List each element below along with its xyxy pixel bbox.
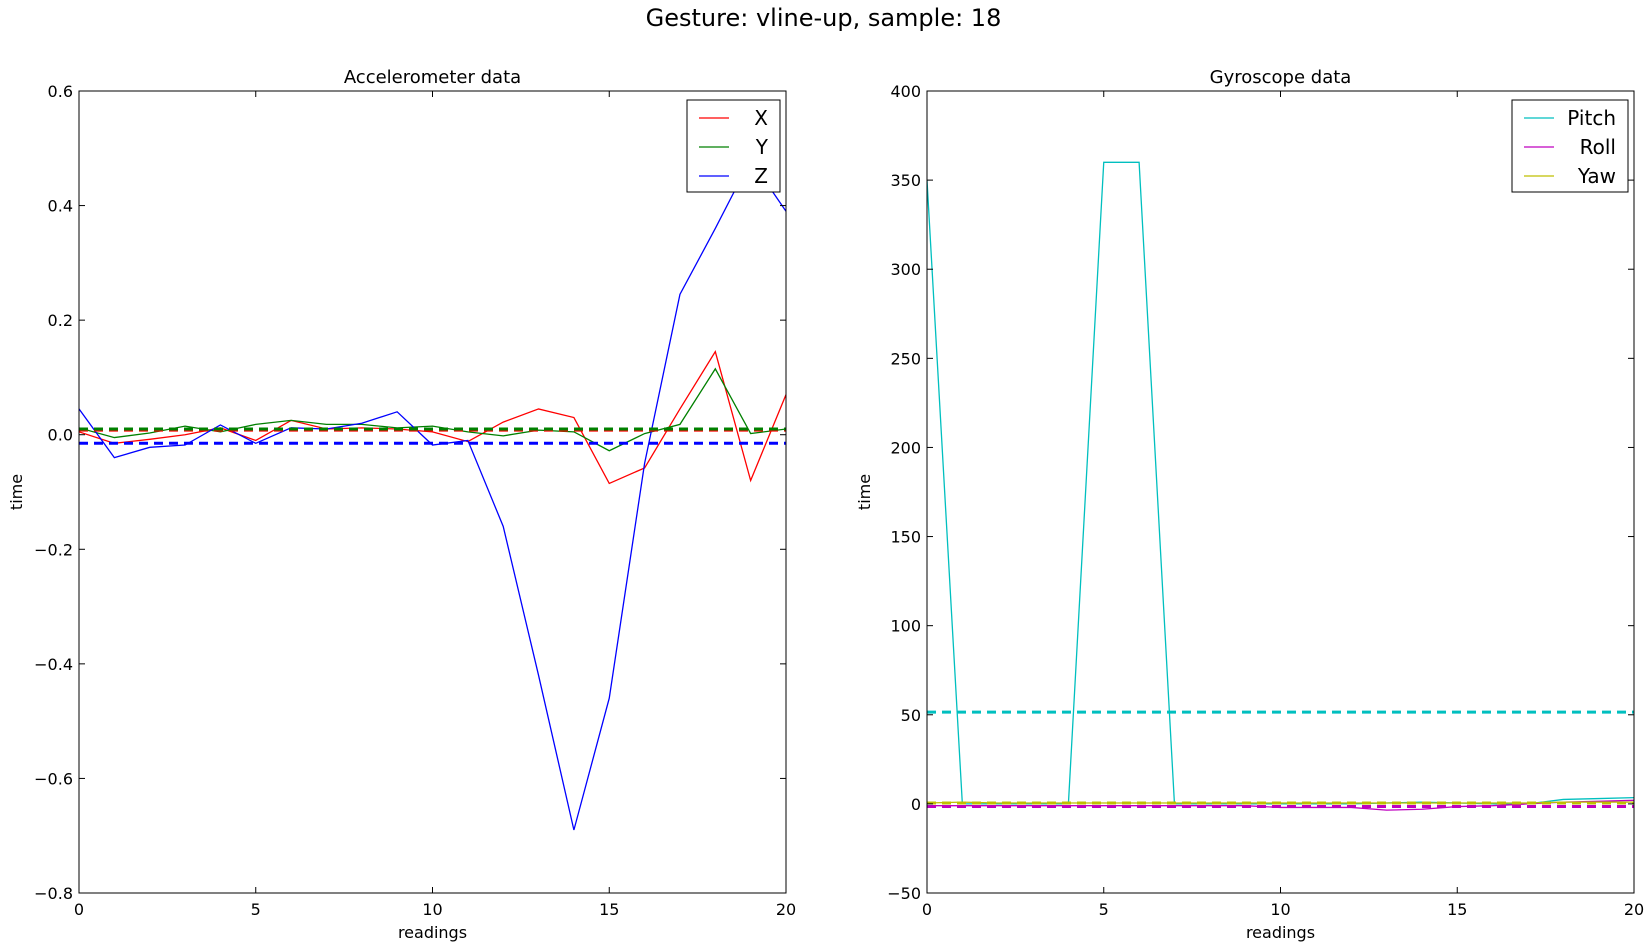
accel-series-z-line <box>79 158 786 831</box>
accel-axes-frame <box>78 90 787 894</box>
gyro-y-tick-label: −50 <box>887 884 921 903</box>
accel-legend-label-y: Y <box>755 135 769 159</box>
accel-y-tick-label: −0.8 <box>34 884 73 903</box>
gyro-axes-frame <box>926 90 1635 894</box>
gyro-x-tick-label: 10 <box>1270 900 1290 919</box>
accel-x-tick-label: 20 <box>776 900 796 919</box>
gyro-legend-label-pitch: Pitch <box>1567 106 1616 130</box>
accel-x-tick-label: 5 <box>251 900 261 919</box>
gyro-chart: 0 5 10 15 20−50050100150200250300350400Gyros… <box>855 67 1644 942</box>
accel-series-x-line <box>79 350 786 485</box>
gyro-x-axis-label: readings <box>1246 923 1315 942</box>
accel-legend-label-x: X <box>754 106 768 130</box>
gyro-legend-label-yaw: Yaw <box>1577 164 1616 188</box>
accel-y-tick-label: 0.6 <box>48 82 73 101</box>
gyro-title: Gyroscope data <box>1210 67 1352 88</box>
accel-y-tick-label: 0.2 <box>48 311 73 330</box>
gyro-plot-area <box>927 161 1634 811</box>
gyro-y-tick-label: 300 <box>890 260 921 279</box>
accel-series-y-line <box>79 367 786 452</box>
accel-title: Accelerometer data <box>344 67 521 88</box>
accel-y-tick-label: −0.2 <box>34 540 73 559</box>
accel-legend-label-z: Z <box>754 164 768 188</box>
gyro-y-tick-label: 0 <box>911 795 921 814</box>
gyro-y-tick-label: 150 <box>890 528 921 547</box>
accel-chart: 0 5 10 15 20 −0.8 −0.6 −0.4 −0.2 0.0 0.2 0.4 0.6 Acce… <box>7 67 796 942</box>
gyro-y-tick-label: 200 <box>890 438 921 457</box>
gyro-y-axis-label: time <box>855 474 874 510</box>
gyro-y-tick-label: 350 <box>890 171 921 190</box>
gyro-y-tick-label: 50 <box>901 706 921 725</box>
accel-y-tick-label: −0.4 <box>34 655 73 674</box>
accel-y-tick-label: −0.6 <box>34 769 73 788</box>
accel-x-tick-label: 15 <box>599 900 619 919</box>
accel-y-axis-label: time <box>7 474 26 510</box>
gyro-legend-box <box>1511 99 1629 193</box>
accel-legend: XYZ <box>686 99 781 193</box>
accel-y-tick-label: 0.4 <box>48 197 73 216</box>
accel-y-tick-label: 0.0 <box>48 426 73 445</box>
accel-x-tick-label: 10 <box>422 900 442 919</box>
gyro-y-tick-label: 400 <box>890 82 921 101</box>
accel-legend-box <box>686 99 781 193</box>
accel-x-axis-label: readings <box>398 923 467 942</box>
accel-x-tick-label: 0 <box>74 900 84 919</box>
figure-title: Gesture: vline-up, sample: 18 <box>645 4 1002 32</box>
gyro-legend-label-roll: Roll <box>1580 135 1616 159</box>
gyro-x-tick-label: 5 <box>1099 900 1109 919</box>
gyro-legend: Pitch Roll Yaw <box>1511 99 1629 193</box>
gyro-y-tick-label: 250 <box>890 349 921 368</box>
gyro-series-pitch-line <box>927 161 1634 805</box>
gyro-x-tick-label: 20 <box>1624 900 1644 919</box>
gyro-x-tick-label: 15 <box>1447 900 1467 919</box>
gyro-x-tick-label: 0 <box>922 900 932 919</box>
accel-plot-area <box>79 158 786 831</box>
gyro-y-tick-label: 100 <box>890 617 921 636</box>
